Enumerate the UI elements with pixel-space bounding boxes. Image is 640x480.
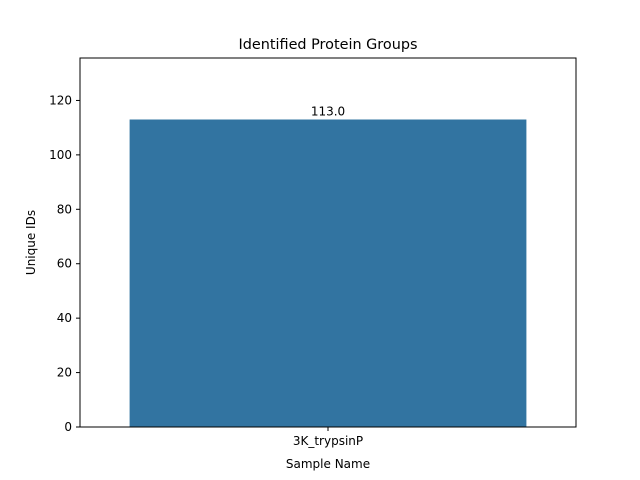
chart-title: Identified Protein Groups	[239, 37, 418, 53]
y-axis-label: Unique IDs	[24, 210, 38, 275]
y-tick-label: 0	[64, 420, 72, 434]
y-tick-label: 60	[57, 257, 72, 271]
x-tick-label: 3K_trypsinP	[293, 434, 363, 448]
y-tick-label: 20	[57, 366, 72, 380]
bar	[129, 119, 527, 427]
y-tick-label: 40	[57, 311, 72, 325]
bar-value-label: 113.0	[311, 105, 345, 119]
bars-layer	[129, 119, 527, 427]
y-axis-ticks: 0 20 40 60 80 100 120	[49, 93, 80, 434]
bar-value-labels: 113.0	[311, 105, 345, 119]
y-tick-label: 120	[49, 93, 72, 107]
x-axis-ticks: 3K_trypsinP	[293, 427, 363, 448]
y-tick-label: 100	[49, 148, 72, 162]
y-tick-label: 80	[57, 202, 72, 216]
x-axis-label: Sample Name	[286, 457, 370, 471]
